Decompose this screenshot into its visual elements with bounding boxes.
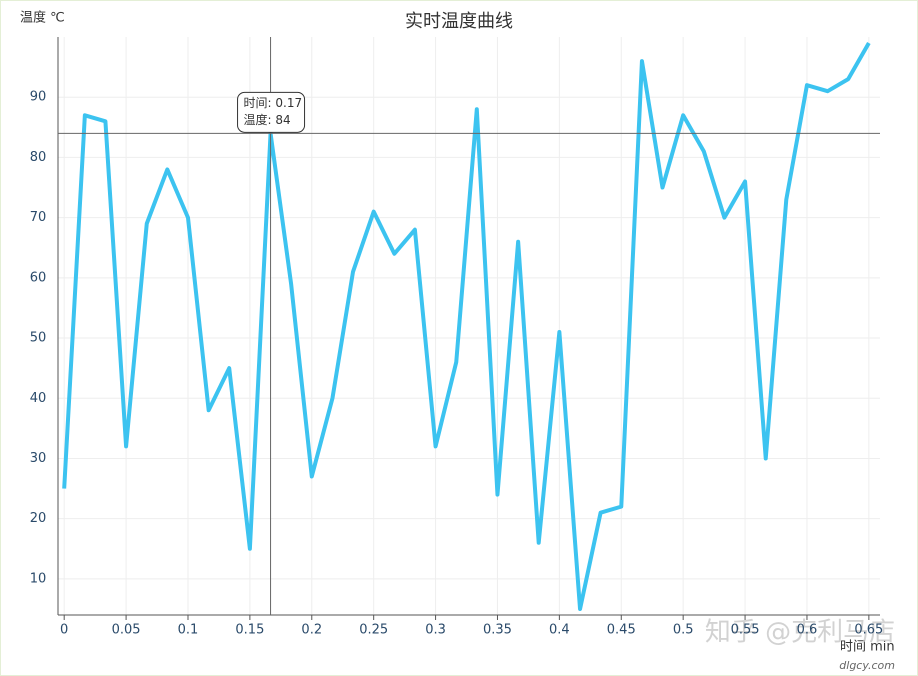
tooltip-line: 温度: 84 <box>244 112 291 127</box>
y-tick-label: 60 <box>30 270 47 285</box>
x-tick-label: 0.35 <box>483 623 512 638</box>
chart-title: 实时温度曲线 <box>405 11 513 32</box>
y-tick-label: 40 <box>30 391 47 406</box>
x-tick-label: 0.45 <box>607 623 636 638</box>
y-tick-label: 70 <box>30 210 47 225</box>
x-tick-label: 0 <box>60 623 68 638</box>
tooltip: 时间: 0.17 温度: 84 <box>237 91 306 133</box>
data-line <box>62 42 871 611</box>
y-tick-label: 20 <box>30 511 47 526</box>
x-tick-label: 0.55 <box>731 623 760 638</box>
x-tick-label: 0.6 <box>797 623 818 638</box>
watermark: 知乎 @克利马店 <box>705 618 895 648</box>
x-tick-label: 0.3 <box>425 623 446 638</box>
y-tick-label: 50 <box>30 331 47 346</box>
y-tick-label: 10 <box>30 571 47 586</box>
site-label: dlgcy.com <box>839 659 895 672</box>
x-tick-label: 0.1 <box>178 623 199 638</box>
x-axis-label: 时间 min <box>840 640 895 655</box>
y-tick-label: 30 <box>30 451 47 466</box>
x-tick-label: 0.15 <box>235 623 264 638</box>
tooltip-box <box>237 91 306 133</box>
x-tick-label: 0.25 <box>359 623 388 638</box>
x-tick-label: 0.65 <box>854 623 883 638</box>
y-axis-label: 温度 ℃ <box>20 10 65 26</box>
y-tick-label: 80 <box>30 150 47 165</box>
x-tick-label: 0.05 <box>112 623 141 638</box>
x-tick-label: 0.5 <box>673 623 694 638</box>
y-tick-label: 90 <box>30 90 47 105</box>
x-tick-label: 0.4 <box>549 623 570 638</box>
x-tick-label: 0.2 <box>301 623 322 638</box>
tooltip-line: 时间: 0.17 <box>244 96 303 110</box>
